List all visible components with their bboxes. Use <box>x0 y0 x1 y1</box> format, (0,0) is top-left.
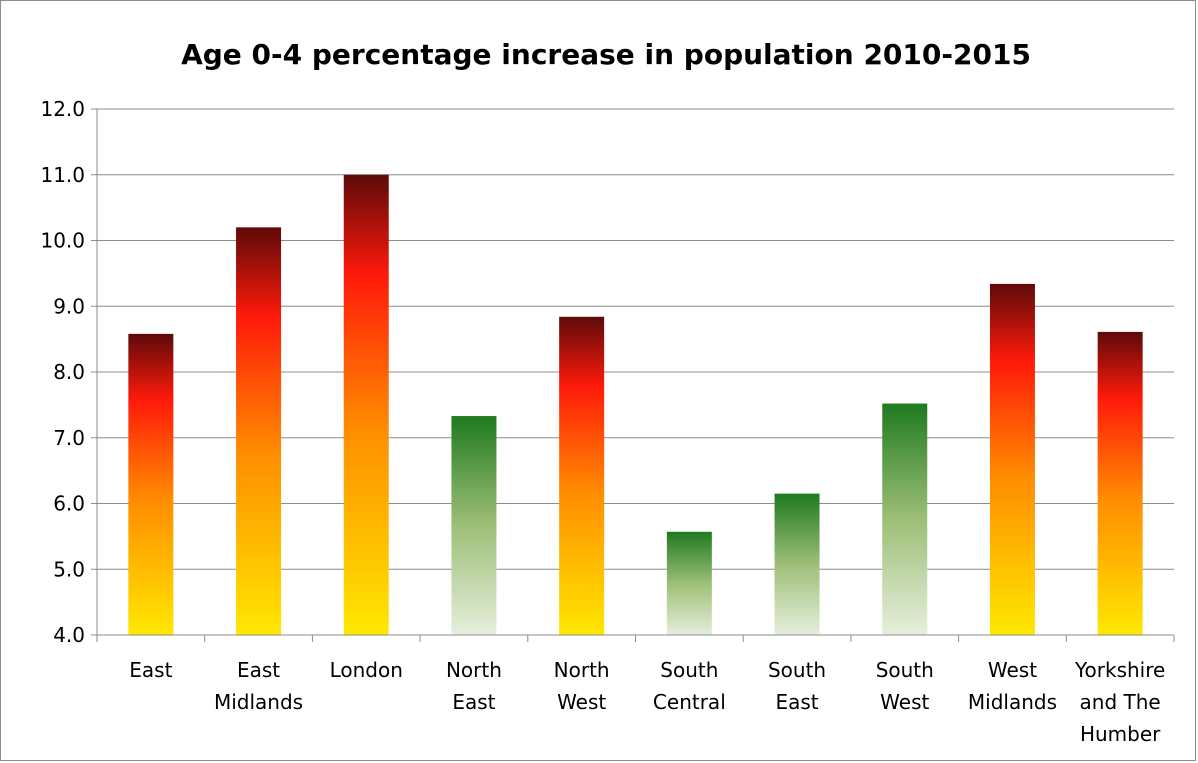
x-category-label: South East <box>768 658 826 714</box>
y-tick-label: 9.0 <box>53 294 85 318</box>
x-category-label: East Midlands <box>214 658 303 714</box>
x-category-label: North West <box>554 658 610 714</box>
y-tick-label: 7.0 <box>53 426 85 450</box>
bars <box>128 174 1143 635</box>
bar <box>989 283 1035 635</box>
chart-title: Age 0-4 percentage increase in populatio… <box>181 38 1031 71</box>
bar <box>559 316 605 635</box>
x-category-label: South West <box>876 658 934 714</box>
y-tick-label: 6.0 <box>53 492 85 516</box>
x-category-label: West Midlands <box>968 658 1057 714</box>
bar <box>666 531 712 635</box>
bar <box>882 403 928 635</box>
bar <box>236 227 282 635</box>
bar <box>128 333 174 635</box>
bar <box>774 493 820 635</box>
y-tick-label: 12.0 <box>40 97 85 121</box>
bar <box>1097 331 1143 635</box>
x-category-label: London <box>330 658 403 682</box>
x-category-label: North East <box>446 658 502 714</box>
x-category-label: Yorkshire and The Humber <box>1074 658 1165 746</box>
y-tick-label: 10.0 <box>40 229 85 253</box>
x-category-label: South Central <box>653 658 726 714</box>
bar <box>451 416 497 635</box>
y-tick-label: 11.0 <box>40 163 85 187</box>
x-category-label: East <box>129 658 172 682</box>
y-tick-labels: 4.0 5.0 6.0 7.0 8.0 9.0 10.0 11.0 12.0 <box>40 97 85 647</box>
y-tick-label: 8.0 <box>53 360 85 384</box>
bar <box>343 174 389 635</box>
y-tick-label: 5.0 <box>53 557 85 581</box>
x-category-labels: East East Midlands London North East North West… <box>129 635 1175 746</box>
y-tick-label: 4.0 <box>53 623 85 647</box>
